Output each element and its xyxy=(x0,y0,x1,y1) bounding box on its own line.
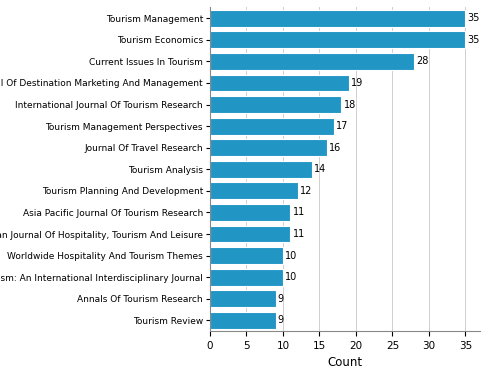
Bar xyxy=(210,118,334,135)
Text: 35: 35 xyxy=(468,13,480,23)
Bar xyxy=(210,183,298,199)
Bar xyxy=(210,96,342,113)
Bar xyxy=(210,312,276,329)
Bar xyxy=(210,226,290,243)
Text: 18: 18 xyxy=(344,99,356,110)
Bar xyxy=(210,161,312,178)
Bar xyxy=(210,290,276,307)
Text: 9: 9 xyxy=(278,294,284,304)
Text: 14: 14 xyxy=(314,164,326,174)
Text: 28: 28 xyxy=(416,56,429,66)
Text: 9: 9 xyxy=(278,315,284,325)
Bar xyxy=(210,31,466,48)
X-axis label: Count: Count xyxy=(328,357,362,368)
Text: 11: 11 xyxy=(292,229,304,239)
Bar xyxy=(210,53,414,70)
Bar xyxy=(210,269,283,286)
Text: 16: 16 xyxy=(329,143,341,153)
Bar xyxy=(210,204,290,221)
Bar xyxy=(210,139,327,156)
Bar xyxy=(210,10,466,26)
Text: 19: 19 xyxy=(351,78,363,88)
Text: 10: 10 xyxy=(285,272,298,282)
Text: 10: 10 xyxy=(285,251,298,261)
Text: 17: 17 xyxy=(336,121,348,131)
Text: 12: 12 xyxy=(300,186,312,196)
Text: 35: 35 xyxy=(468,35,480,45)
Bar xyxy=(210,247,283,264)
Text: 11: 11 xyxy=(292,208,304,217)
Bar xyxy=(210,74,348,91)
